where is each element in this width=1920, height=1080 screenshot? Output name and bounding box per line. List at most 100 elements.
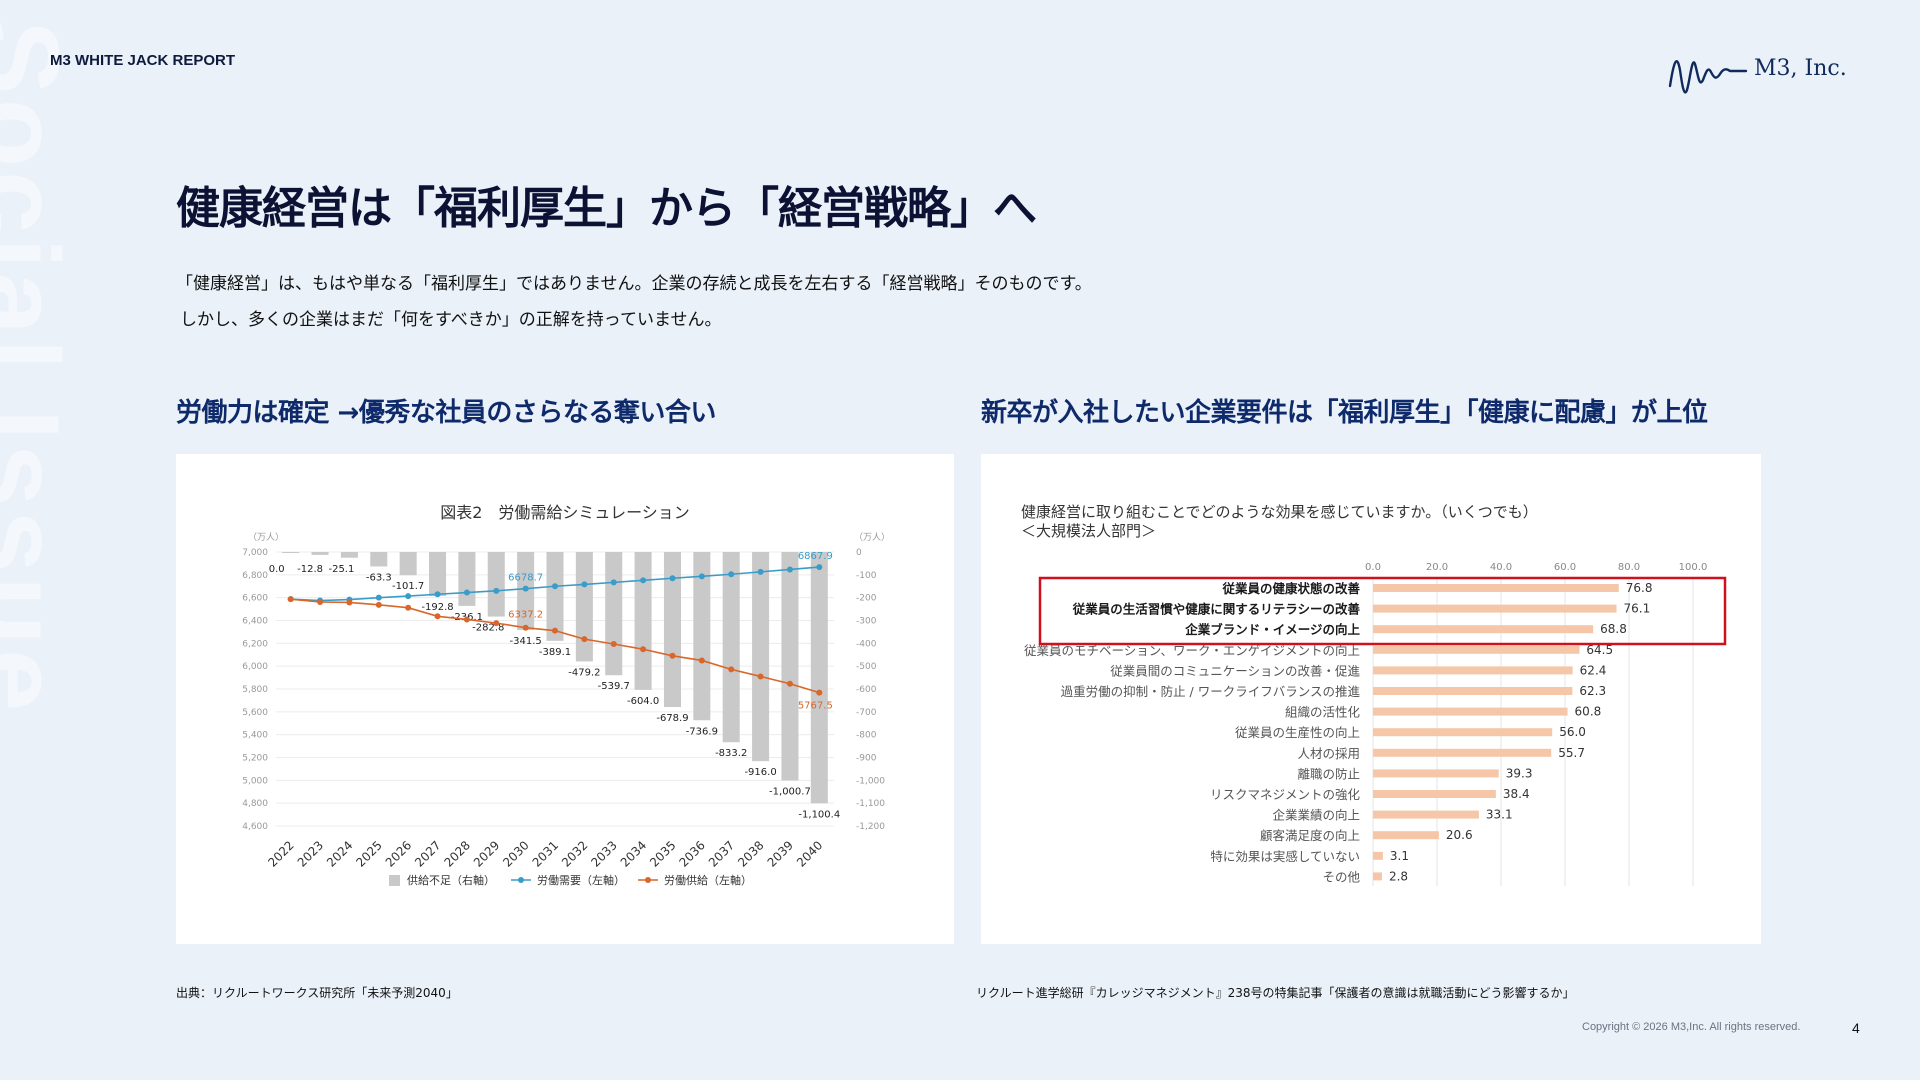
demand-point [375,594,382,601]
supply-point [757,673,764,680]
demand-point [610,579,617,586]
right-tick-label: -1,100 [856,799,885,809]
effect-value-label: 33.1 [1486,808,1513,822]
effect-category-label: 組織の活性化 [1285,705,1361,720]
report-label: M3 WHITE JACK REPORT [50,52,236,69]
left-source: 出典：リクルートワークス研究所「未来予測2040」 [176,986,458,1000]
right-tick-label: -300 [856,617,877,627]
right-tick-label: -700 [856,708,877,718]
supply-point [522,624,529,631]
shortage-bar [781,552,799,781]
year-tick-label: 2025 [353,838,384,869]
effect-value-label: 39.3 [1506,766,1533,780]
effect-category-label: 従業員間のコミュニケーションの改善・促進 [1110,663,1360,678]
shortage-data-label: -282.8 [472,623,504,634]
supply-point [552,627,558,634]
year-tick-label: 2023 [295,838,326,869]
year-tick-label: 2034 [618,838,649,869]
left-tick-label: 4,600 [242,822,268,832]
year-tick-label: 2029 [471,838,502,869]
right-tick-label: -100 [856,571,877,581]
demand-data-label: 6678.7 [508,573,543,584]
year-tick-label: 2037 [706,838,737,869]
supply-point [463,616,470,623]
effect-value-label: 64.5 [1586,643,1613,657]
intro-line-2: しかし、多くの企業はまだ「何をすべきか」の正解を持っていません。 [180,310,722,330]
shortage-data-label: -1,000.7 [769,786,811,797]
effect-value-label: 2.8 [1389,869,1408,883]
shortage-data-label: -678.9 [656,713,688,724]
effect-category-label: リスクマネジメントの強化 [1210,787,1361,802]
left-section-heading: 労働力は確定 →優秀な社員のさらなる奪い合い [176,398,716,428]
shortage-data-label: -1,100.4 [798,809,840,820]
left-tick-label: 5,200 [242,754,268,764]
right-source: リクルート進学総研『カレッジマネジメント』238号の特集記事「保護者の意識は就職… [976,986,1575,1000]
right-tick-label: -900 [856,754,877,764]
x-tick-label: 0.0 [1365,562,1381,573]
shortage-data-label: -12.8 [297,564,323,575]
shortage-bar [663,552,681,708]
effect-value-label: 76.8 [1626,581,1653,595]
legend-demand-marker [518,877,524,883]
left-tick-label: 6,600 [242,594,268,604]
demand-point [493,587,500,594]
watermark-text: Social Issue [0,20,82,716]
left-tick-label: 5,800 [242,685,268,695]
left-tick-label: 5,000 [242,776,268,786]
labor-supply-demand-chart: 図表2 労働需給シミュレーション （万人） （万人） 7,000 6,800 6,600 6… [242,503,890,887]
effect-value-label: 56.0 [1559,725,1586,739]
supply-point [581,636,588,643]
supply-point [346,599,353,606]
demand-point [816,564,823,571]
effect-bar [1373,584,1619,592]
left-axis-unit: （万人） [248,532,284,543]
legend-supply-label: 労働供給（左軸） [664,873,752,887]
effect-value-label: 62.4 [1580,663,1607,677]
highlight-box [1038,576,1727,646]
effect-category-label: 過重労働の抑制・防止 / ワークライフバランスの推進 [1061,684,1361,699]
legend-shortage-swatch [389,875,400,886]
year-tick-label: 2030 [500,838,531,869]
supply-point [728,666,735,673]
effect-value-label: 38.4 [1503,787,1530,801]
year-tick-label: 2039 [765,838,796,869]
shortage-data-label: -192.8 [421,602,453,613]
effect-category-label: 従業員の健康状態の改善 [1221,581,1360,596]
copyright: Copyright © 2026 M3,Inc. All rights rese… [1582,1021,1801,1033]
right-tick-label: -800 [856,731,877,741]
supply-data-label: 6337.2 [508,610,543,621]
effect-bar [1373,810,1479,819]
effect-bar [1373,645,1580,654]
shortage-bar [282,552,300,553]
effect-bar [1373,872,1382,881]
chart2-title: 健康経営に取り組むことでどのような効果を感じていますか。（いくつでも） [1021,503,1538,521]
right-axis-unit: （万人） [854,532,890,543]
year-tick-label: 2027 [412,838,443,869]
right-section-heading: 新卒が入社したい企業要件は「福利厚生」「健康に配慮」が上位 [981,398,1708,428]
supply-point [287,596,294,603]
demand-data-label: 6867.9 [798,551,833,562]
right-tick-label: -1,000 [856,776,885,786]
supply-point [317,599,324,606]
effect-bar [1373,851,1383,860]
legend-shortage-label: 供給不足（右軸） [407,873,495,887]
left-tick-label: 4,800 [242,799,268,809]
right-tick-label: -500 [856,662,877,672]
effect-bar [1373,687,1573,695]
shortage-data-label: -479.2 [568,667,600,678]
shortage-bar [810,552,828,804]
effect-bar [1373,748,1552,757]
intro-line-1: 「健康経営」は、もはや単なる「福利厚生」ではありません。企業の存続と成長を左右す… [176,274,1092,294]
effect-bar [1373,666,1573,675]
health-management-effects-chart: 健康経営に取り組むことでどのような効果を感じていますか。（いくつでも）＜大規模法… [1021,503,1727,886]
effect-value-label: 76.1 [1624,602,1651,616]
shortage-data-label: -916.0 [744,767,776,778]
right-tick-label: -600 [856,685,877,695]
year-tick-label: 2035 [647,838,678,869]
supply-point [375,601,382,608]
x-tick-label: 100.0 [1679,562,1708,573]
company-logo: M3, Inc. [1668,50,1858,102]
supply-point [698,657,705,664]
shortage-bar [340,552,358,558]
x-tick-label: 40.0 [1490,562,1512,573]
